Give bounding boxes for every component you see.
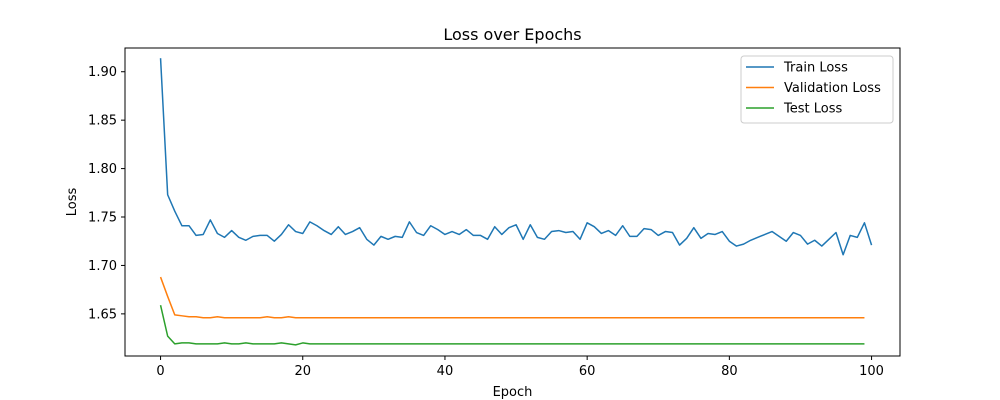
- x-tick-label: 20: [294, 364, 311, 379]
- legend-label-test-loss: Test Loss: [783, 102, 842, 117]
- x-axis-label: Epoch: [493, 385, 533, 400]
- x-axis-ticks: 0 20 40 60 80 100: [156, 356, 884, 379]
- x-tick-label: 80: [721, 364, 738, 379]
- y-tick-label: 1.85: [88, 114, 117, 129]
- chart-title: Loss over Epochs: [443, 25, 581, 44]
- series-layer: [159, 58, 873, 346]
- x-tick-label: 60: [579, 364, 596, 379]
- x-tick-label: 40: [437, 364, 454, 379]
- legend-label-train-loss: Train Loss: [783, 61, 848, 76]
- y-tick-label: 1.90: [88, 65, 117, 80]
- validation-loss-line: [159, 276, 865, 319]
- test-loss-line: [159, 304, 865, 346]
- y-tick-label: 1.80: [88, 162, 117, 177]
- y-tick-label: 1.65: [88, 307, 117, 322]
- y-tick-label: 1.70: [88, 259, 117, 274]
- y-tick-label: 1.75: [88, 211, 117, 226]
- legend-box: [740, 55, 894, 124]
- y-axis-ticks: 1.65 1.70 1.75 1.80 1.85 1.90: [88, 65, 125, 322]
- x-tick-label: 100: [859, 364, 884, 379]
- legend: Train Loss Validation Loss Test Loss: [740, 55, 894, 124]
- y-axis-label: Loss: [65, 188, 80, 217]
- legend-label-validation-loss: Validation Loss: [784, 81, 881, 96]
- plot-frame: [124, 47, 901, 357]
- x-tick-label: 0: [156, 364, 164, 379]
- train-loss-line: [159, 58, 873, 256]
